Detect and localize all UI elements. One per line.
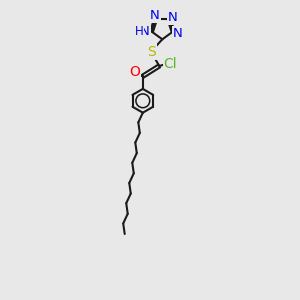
Text: Cl: Cl	[164, 57, 177, 71]
Text: N: N	[173, 27, 182, 40]
Text: S: S	[147, 45, 155, 58]
Text: N: N	[140, 25, 150, 38]
Text: N: N	[150, 9, 160, 22]
Text: H: H	[134, 25, 143, 38]
Text: O: O	[129, 65, 140, 79]
Text: N: N	[168, 11, 178, 24]
